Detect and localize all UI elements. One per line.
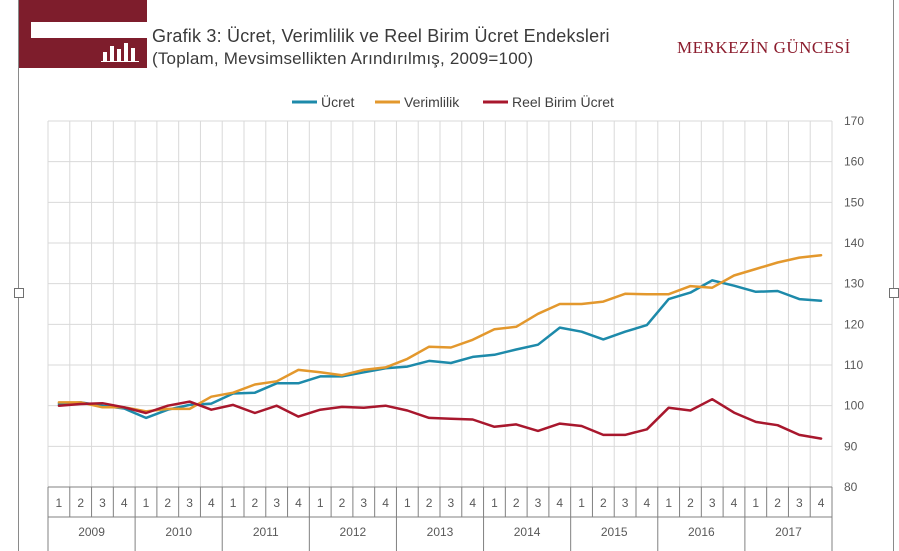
x-tick-label-quarter: 4 [121,496,128,510]
y-tick-label: 100 [844,399,864,413]
x-tick-label-quarter: 2 [252,496,259,510]
legend-label: Reel Birim Ücret [512,93,614,110]
series-line-ücret [57,279,823,420]
x-tick-label-quarter: 3 [186,496,193,510]
banner-stripe [31,22,147,38]
x-tick-label-quarter: 4 [644,496,651,510]
resize-handle-left[interactable] [14,288,24,298]
chart-title-text: Ücret, Verimlilik ve Reel Birim Ücret En… [227,26,610,46]
y-tick-label: 160 [844,155,864,169]
x-tick-label-year: 2014 [514,525,541,539]
x-tick-label-quarter: 1 [317,496,324,510]
x-tick-label-year: 2013 [427,525,454,539]
x-tick-label-quarter: 3 [360,496,367,510]
x-tick-label-quarter: 3 [535,496,542,510]
x-tick-label-quarter: 3 [622,496,629,510]
y-tick-label: 90 [844,439,858,453]
x-tick-label-quarter: 2 [774,496,781,510]
x-tick-label-quarter: 1 [665,496,672,510]
x-tick-label-year: 2010 [165,525,192,539]
page-border-right [893,0,894,551]
x-tick-label-quarter: 4 [295,496,302,510]
y-tick-label: 140 [844,236,864,250]
y-tick-label: 170 [844,114,864,128]
x-tick-label-year: 2016 [688,525,715,539]
x-tick-label-quarter: 4 [208,496,215,510]
x-tick-label-quarter: 2 [513,496,520,510]
y-tick-label: 150 [844,195,864,209]
y-tick-label: 110 [844,358,863,372]
chart-title-prefix: Grafik 3: [152,26,222,46]
chart-title: Grafik 3: Ücret, Verimlilik ve Reel Biri… [152,26,610,47]
x-tick-label-quarter: 2 [339,496,346,510]
y-tick-label: 80 [844,480,858,494]
x-tick-label-quarter: 4 [731,496,738,510]
chart-subtitle: (Toplam, Mevsimsellikten Arındırılmış, 2… [152,49,534,68]
series-line-verimlilik [57,253,823,413]
x-tick-label-year: 2009 [78,525,105,539]
x-tick-label-quarter: 2 [77,496,84,510]
y-tick-label: 120 [844,317,864,331]
series-line-reel-birim-ücret [57,397,823,440]
bar-chart-icon [101,43,139,62]
x-tick-label-year: 2015 [601,525,628,539]
x-tick-label-quarter: 4 [556,496,563,510]
publication-name: MERKEZİN GÜNCESİ [677,38,851,57]
x-tick-label-quarter: 1 [404,496,411,510]
x-tick-label-quarter: 3 [709,496,716,510]
x-tick-label-quarter: 1 [56,496,63,510]
x-tick-label-quarter: 1 [752,496,759,510]
x-tick-label-quarter: 1 [491,496,498,510]
legend-label: Verimlilik [404,94,460,110]
brand-banner [19,0,147,68]
x-tick-label-quarter: 3 [448,496,455,510]
x-tick-label-quarter: 2 [426,496,433,510]
x-tick-label-quarter: 4 [382,496,389,510]
x-tick-label-quarter: 2 [164,496,171,510]
x-tick-label-quarter: 3 [796,496,803,510]
x-tick-label-quarter: 4 [469,496,476,510]
x-tick-label-year: 2017 [775,525,802,539]
x-tick-label-year: 2012 [340,525,367,539]
x-tick-label-quarter: 1 [143,496,150,510]
x-tick-label-quarter: 1 [578,496,585,510]
x-tick-label-quarter: 2 [687,496,694,510]
x-tick-label-quarter: 3 [273,496,280,510]
x-tick-label-quarter: 3 [99,496,106,510]
x-tick-label-year: 2011 [253,525,279,539]
x-tick-label-quarter: 2 [600,496,607,510]
x-tick-label-quarter: 4 [818,496,825,510]
legend-label: Ücret [321,93,355,110]
y-tick-label: 130 [844,277,864,291]
x-tick-label-quarter: 1 [230,496,237,510]
page-border-left [18,0,19,551]
